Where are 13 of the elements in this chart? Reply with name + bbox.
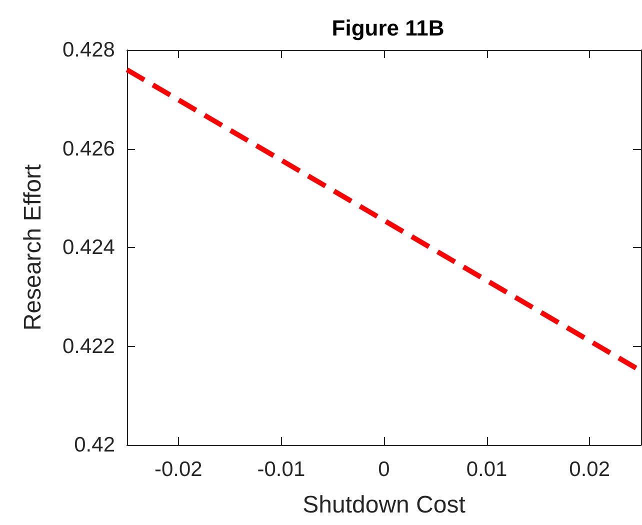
- y-tick-label: 0.422: [62, 334, 115, 358]
- y-axis-title: Research Effort: [20, 164, 46, 331]
- y-tick-label: 0.424: [62, 236, 116, 259]
- x-tick-label: 0.02: [569, 458, 610, 481]
- y-tick-label: 0.42: [74, 434, 115, 456]
- x-tick-label: 0.01: [466, 458, 508, 481]
- y-tick-label: 0.428: [62, 38, 115, 62]
- x-axis-title: Shutdown Cost: [302, 492, 466, 518]
- x-tick-label: -0.01: [257, 458, 306, 481]
- chart-title: Figure 11B: [332, 16, 444, 40]
- x-tick-label: -0.02: [154, 458, 202, 481]
- x-tick-label: 0: [378, 458, 390, 481]
- y-tick-label: 0.426: [62, 137, 115, 160]
